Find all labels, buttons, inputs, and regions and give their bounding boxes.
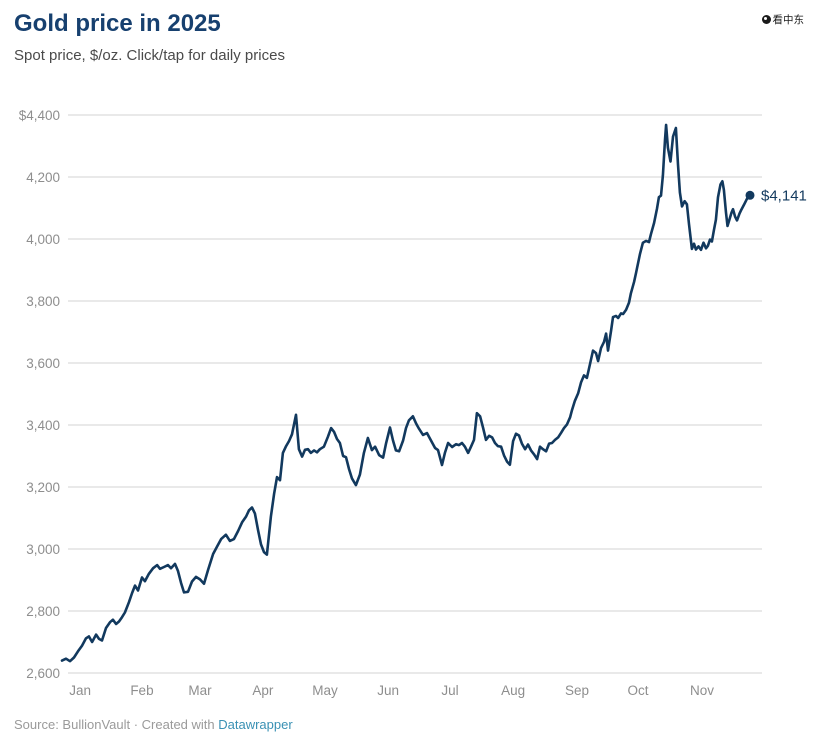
x-tick-label: Apr <box>252 683 274 698</box>
x-tick-label: May <box>312 683 338 698</box>
chart-title: Gold price in 2025 <box>14 10 221 37</box>
source-text: Source: BullionVault · Created with <box>14 717 219 732</box>
y-axis-labels: $4,400 4,200 4,000 3,800 3,600 3,400 3,200 3,00… <box>19 108 60 681</box>
y-tick-label: 3,400 <box>26 418 60 433</box>
x-tick-label: Sep <box>565 683 589 698</box>
y-tick-label: 4,200 <box>26 170 60 185</box>
y-tick-label: 3,200 <box>26 480 60 495</box>
x-tick-label: Feb <box>130 683 153 698</box>
y-tick-label: 4,000 <box>26 232 60 247</box>
chart-subtitle: Spot price, $/oz. Click/tap for daily pr… <box>14 47 285 64</box>
end-point-marker[interactable] <box>745 190 755 200</box>
gridlines <box>68 114 762 674</box>
y-tick-label: 3,000 <box>26 542 60 557</box>
x-tick-label: Aug <box>501 683 525 698</box>
price-line[interactable] <box>60 123 752 663</box>
x-tick-label: Mar <box>188 683 212 698</box>
y-tick-label: 3,600 <box>26 356 60 371</box>
x-tick-label: Jan <box>69 683 91 698</box>
x-tick-label: Jun <box>377 683 399 698</box>
x-tick-label: Nov <box>690 683 714 698</box>
x-tick-label: Jul <box>441 683 458 698</box>
y-tick-label: 3,800 <box>26 294 60 309</box>
watermark: 看中东 <box>761 12 805 27</box>
y-tick-label: 2,600 <box>26 666 60 681</box>
datawrapper-link[interactable]: Datawrapper <box>218 717 293 732</box>
x-tick-label: Oct <box>628 683 649 698</box>
x-axis-labels: Jan Feb Mar Apr May Jun Jul Aug Sep Oct Nov <box>69 683 714 698</box>
watermark-text: 看中东 <box>772 14 805 26</box>
watermark-logo-icon <box>761 15 771 24</box>
y-tick-label: $4,400 <box>19 108 60 123</box>
chart-header: Gold price in 2025 Spot price, $/oz. Cli… <box>0 0 820 64</box>
y-tick-label: 2,800 <box>26 604 60 619</box>
source-line: Source: BullionVault · Created with Data… <box>14 717 293 732</box>
end-value-label: $4,141 <box>761 187 807 204</box>
